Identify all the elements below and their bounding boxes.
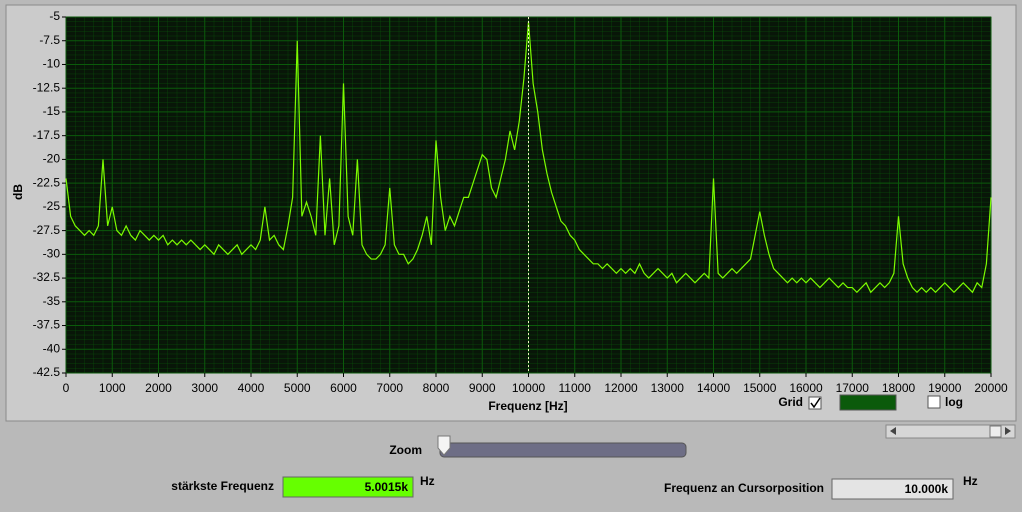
log-label: log [945, 395, 963, 409]
y-tick-label: -10 [43, 57, 61, 71]
x-tick-label: 12000 [604, 381, 638, 395]
y-tick-label: -32.5 [33, 270, 61, 284]
y-tick-label: -12.5 [33, 80, 61, 94]
x-axis-label: Frequenz [Hz] [488, 399, 567, 413]
peak-value: 5.0015k [365, 480, 409, 494]
cursor-value: 10.000k [905, 482, 949, 496]
x-tick-label: 20000 [974, 381, 1008, 395]
x-tick-label: 16000 [789, 381, 823, 395]
scrollbar[interactable] [885, 424, 1016, 439]
x-tick-label: 5000 [284, 381, 311, 395]
y-tick-label: -25 [43, 199, 61, 213]
y-tick-label: -40 [43, 341, 61, 355]
y-tick-label: -7.5 [39, 33, 60, 47]
x-tick-label: 3000 [191, 381, 218, 395]
zoom-slider[interactable] [439, 442, 687, 458]
y-tick-label: -37.5 [33, 318, 61, 332]
peak-label: stärkste Frequenz [171, 479, 274, 493]
x-tick-label: 0 [63, 381, 70, 395]
y-tick-label: -5 [49, 9, 60, 23]
y-tick-label: -35 [43, 294, 61, 308]
grid-color-box[interactable] [839, 394, 897, 411]
y-tick-label: -27.5 [33, 223, 61, 237]
scroll-left[interactable] [890, 427, 896, 435]
y-tick-label: -17.5 [33, 128, 61, 142]
cursor-label: Frequenz an Cursorposition [664, 481, 824, 495]
grid-check [810, 397, 821, 409]
x-tick-label: 8000 [423, 381, 450, 395]
peak-unit: Hz [420, 474, 435, 488]
y-tick-label: -15 [43, 104, 61, 118]
y-axis-label: dB [11, 184, 25, 200]
y-tick-label: -42.5 [33, 365, 61, 379]
log-checkbox[interactable] [927, 395, 941, 409]
x-tick-label: 13000 [651, 381, 685, 395]
x-tick-label: 4000 [238, 381, 265, 395]
cursor-unit: Hz [963, 474, 978, 488]
zoom-thumb[interactable] [437, 435, 451, 456]
scroll-right[interactable] [1005, 427, 1011, 435]
x-tick-label: 15000 [743, 381, 777, 395]
y-tick-label: -22.5 [33, 175, 61, 189]
zoom-label: Zoom [389, 443, 422, 457]
x-tick-label: 9000 [469, 381, 496, 395]
grid-label: Grid [778, 395, 803, 409]
scroll-thumb[interactable] [989, 425, 1002, 438]
x-tick-label: 14000 [697, 381, 731, 395]
y-tick-label: -30 [43, 247, 61, 261]
x-tick-label: 18000 [882, 381, 916, 395]
x-tick-label: 6000 [330, 381, 357, 395]
x-tick-label: 11000 [559, 381, 592, 395]
y-tick-label: -20 [43, 152, 61, 166]
cursor-indicator [831, 478, 954, 500]
x-tick-label: 17000 [836, 381, 870, 395]
x-tick-label: 1000 [99, 381, 126, 395]
x-tick-label: 7000 [376, 381, 403, 395]
x-tick-label: 2000 [145, 381, 172, 395]
x-tick-label: 10000 [512, 381, 546, 395]
x-tick-label: 19000 [928, 381, 962, 395]
peak-indicator [282, 476, 414, 498]
